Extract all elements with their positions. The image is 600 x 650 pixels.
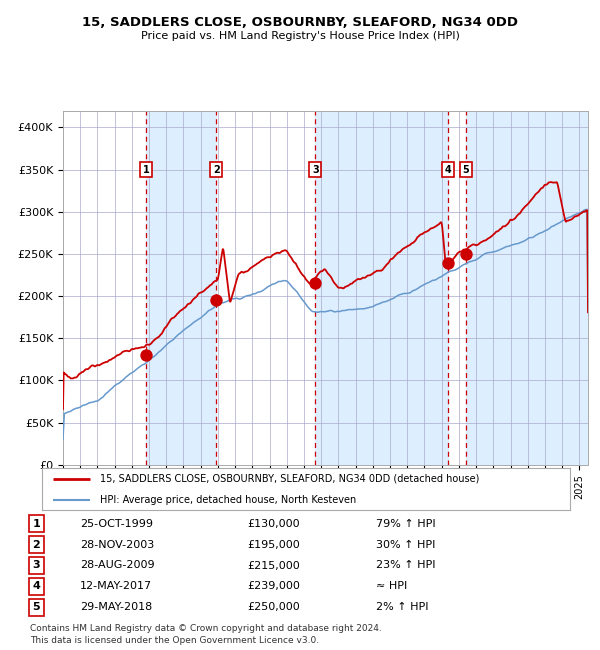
Text: 4: 4	[32, 581, 40, 592]
Text: 1: 1	[32, 519, 40, 529]
Text: HPI: Average price, detached house, North Kesteven: HPI: Average price, detached house, Nort…	[100, 495, 356, 504]
Text: 5: 5	[463, 164, 469, 175]
Text: £215,000: £215,000	[247, 560, 300, 571]
Text: 1: 1	[143, 164, 149, 175]
Text: £239,000: £239,000	[247, 581, 300, 592]
Text: Contains HM Land Registry data © Crown copyright and database right 2024.: Contains HM Land Registry data © Crown c…	[30, 624, 382, 633]
Text: 15, SADDLERS CLOSE, OSBOURNBY, SLEAFORD, NG34 0DD (detached house): 15, SADDLERS CLOSE, OSBOURNBY, SLEAFORD,…	[100, 474, 479, 484]
Point	[141, 350, 151, 360]
Text: 5: 5	[32, 602, 40, 612]
Text: 79% ↑ HPI: 79% ↑ HPI	[376, 519, 435, 529]
Text: £130,000: £130,000	[247, 519, 300, 529]
Text: 30% ↑ HPI: 30% ↑ HPI	[376, 540, 435, 550]
Text: 15, SADDLERS CLOSE, OSBOURNBY, SLEAFORD, NG34 0DD: 15, SADDLERS CLOSE, OSBOURNBY, SLEAFORD,…	[82, 16, 518, 29]
Text: 28-NOV-2003: 28-NOV-2003	[80, 540, 154, 550]
Bar	[146, 111, 217, 465]
Bar	[466, 111, 588, 465]
Text: 29-MAY-2018: 29-MAY-2018	[80, 602, 152, 612]
Text: 2: 2	[213, 164, 220, 175]
Text: 3: 3	[312, 164, 319, 175]
Text: 2: 2	[32, 540, 40, 550]
Text: 12-MAY-2017: 12-MAY-2017	[80, 581, 152, 592]
Point	[311, 278, 320, 289]
Point	[212, 295, 221, 306]
Text: This data is licensed under the Open Government Licence v3.0.: This data is licensed under the Open Gov…	[30, 636, 319, 645]
Text: £195,000: £195,000	[247, 540, 300, 550]
Text: 2% ↑ HPI: 2% ↑ HPI	[376, 602, 428, 612]
Text: 23% ↑ HPI: 23% ↑ HPI	[376, 560, 435, 571]
Text: ≈ HPI: ≈ HPI	[376, 581, 407, 592]
Point	[443, 258, 452, 268]
Text: 25-OCT-1999: 25-OCT-1999	[80, 519, 153, 529]
Text: 4: 4	[445, 164, 451, 175]
Text: 28-AUG-2009: 28-AUG-2009	[80, 560, 154, 571]
Point	[461, 249, 471, 259]
Bar	[316, 111, 448, 465]
Text: Price paid vs. HM Land Registry's House Price Index (HPI): Price paid vs. HM Land Registry's House …	[140, 31, 460, 41]
Text: 3: 3	[32, 560, 40, 571]
Text: £250,000: £250,000	[247, 602, 300, 612]
